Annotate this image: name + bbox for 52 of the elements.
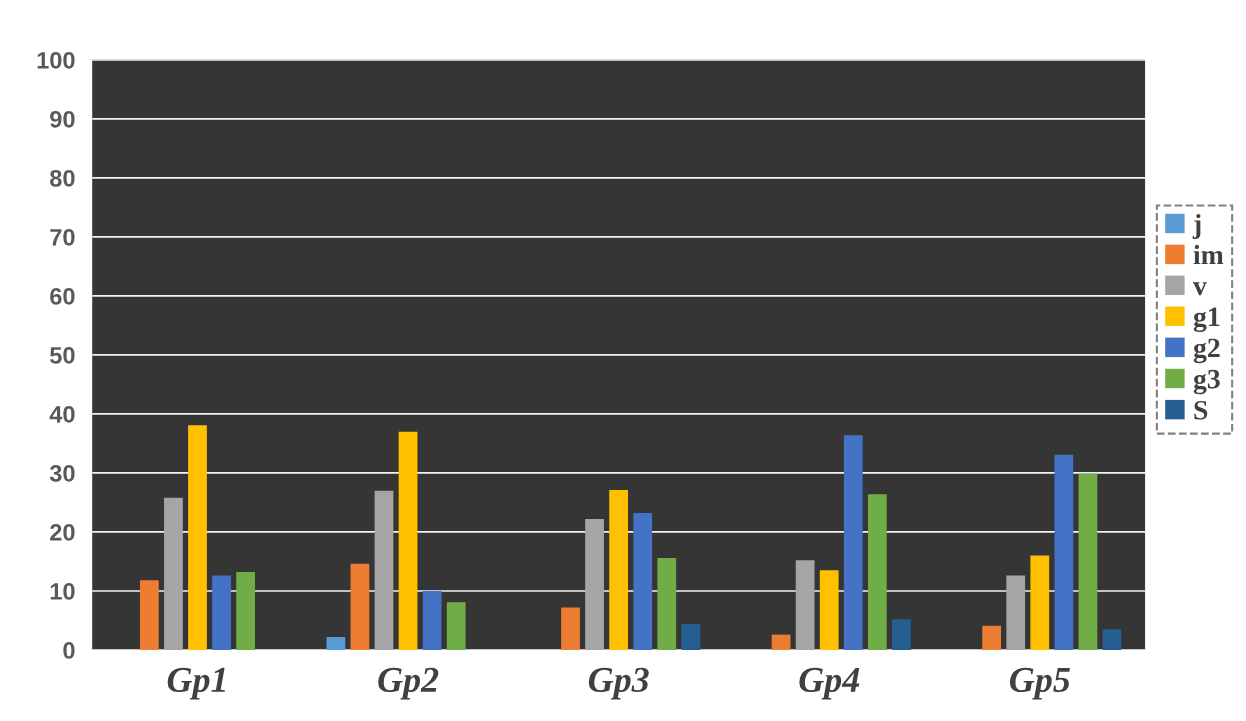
- x-tick-label: Gp2: [378, 667, 439, 700]
- y-tick-label: 40: [49, 405, 75, 423]
- bar: [398, 431, 418, 650]
- bar: [771, 634, 791, 650]
- y-tick-label: 50: [50, 346, 75, 364]
- bar: [609, 490, 629, 650]
- legend-label: g3: [1193, 369, 1220, 395]
- bar: [561, 607, 580, 650]
- legend-label: S: [1194, 400, 1208, 420]
- y-tick-label: 30: [49, 465, 75, 482]
- legend-label: g1: [1193, 307, 1220, 333]
- bar: [795, 560, 815, 650]
- bar: [843, 435, 863, 650]
- bar: [1030, 555, 1050, 650]
- y-tick-label: 20: [50, 524, 75, 541]
- bar: [236, 572, 256, 650]
- bar: [1006, 575, 1026, 650]
- y-tick-label: 100: [37, 51, 75, 69]
- x-tick-label: Gp5: [1009, 667, 1070, 700]
- bar: [819, 570, 839, 650]
- bar: [446, 602, 466, 650]
- bar: [982, 625, 1002, 650]
- x-tick-label: Gp1: [167, 667, 225, 700]
- y-tick-label: 80: [50, 169, 75, 187]
- bar: [892, 619, 911, 650]
- y-tick-label: 70: [50, 228, 75, 246]
- bar: [633, 513, 653, 650]
- bar: [164, 497, 183, 650]
- bar: [139, 580, 159, 650]
- bar: [326, 637, 346, 650]
- bar: [585, 518, 604, 650]
- bar: [350, 563, 370, 650]
- y-tick-label: 0: [63, 642, 75, 659]
- bar: [1102, 629, 1122, 650]
- bar: [374, 490, 394, 650]
- legend-label: j: [1192, 213, 1201, 240]
- bar: [188, 425, 207, 650]
- legend-label: v: [1192, 282, 1207, 296]
- y-tick-label: 10: [50, 583, 75, 600]
- bar: [657, 557, 677, 650]
- bar: [1078, 473, 1098, 650]
- legend-label: im: [1193, 244, 1224, 265]
- y-tick-label: 60: [50, 287, 75, 305]
- x-tick-label: Gp3: [588, 667, 649, 700]
- bar: [212, 575, 231, 650]
- bar: [1054, 454, 1074, 650]
- x-tick-label: Gp4: [799, 667, 860, 700]
- bar: [422, 590, 442, 650]
- y-tick-label: 90: [50, 110, 75, 128]
- bar: [867, 494, 887, 650]
- legend-label: g2: [1193, 338, 1220, 364]
- bar: [681, 624, 701, 650]
